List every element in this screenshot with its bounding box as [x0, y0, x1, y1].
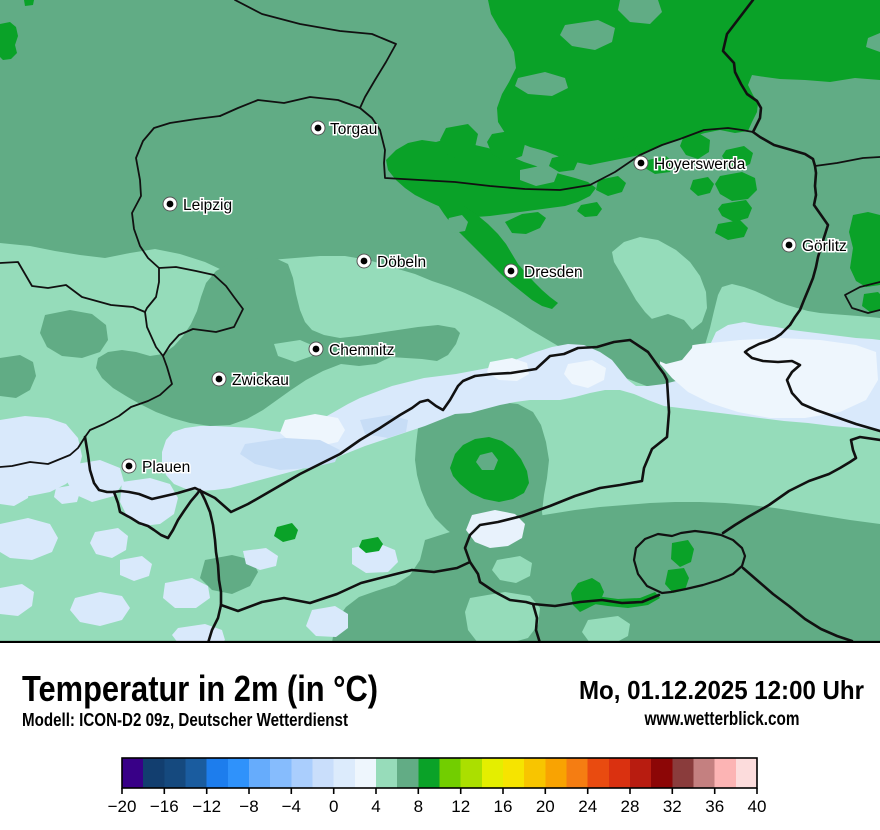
svg-text:Döbeln: Döbeln — [377, 254, 426, 271]
svg-text:Zwickau: Zwickau — [232, 372, 289, 389]
svg-text:−16: −16 — [150, 797, 179, 816]
svg-text:36: 36 — [705, 797, 724, 816]
svg-text:Plauen: Plauen — [142, 459, 190, 476]
svg-text:24: 24 — [578, 797, 597, 816]
svg-text:−12: −12 — [192, 797, 221, 816]
svg-text:20: 20 — [536, 797, 555, 816]
svg-text:Leipzig: Leipzig — [183, 197, 232, 214]
svg-text:40: 40 — [748, 797, 767, 816]
svg-text:12: 12 — [451, 797, 470, 816]
svg-text:16: 16 — [494, 797, 513, 816]
svg-text:www.wetterblick.com: www.wetterblick.com — [644, 709, 800, 730]
svg-text:28: 28 — [621, 797, 640, 816]
svg-text:−8: −8 — [239, 797, 258, 816]
svg-text:Görlitz: Görlitz — [802, 238, 847, 255]
svg-text:Modell: ICON-D2 09z, Deutscher: Modell: ICON-D2 09z, Deutscher Wetterdie… — [22, 710, 348, 730]
svg-text:Dresden: Dresden — [524, 264, 583, 281]
svg-text:Torgau: Torgau — [330, 121, 377, 138]
svg-text:Chemnitz: Chemnitz — [329, 342, 394, 359]
svg-text:Hoyerswerda: Hoyerswerda — [654, 156, 746, 173]
svg-text:−4: −4 — [282, 797, 301, 816]
svg-text:8: 8 — [414, 797, 423, 816]
svg-text:Temperatur in 2m (in °C): Temperatur in 2m (in °C) — [22, 668, 378, 709]
svg-text:4: 4 — [371, 797, 380, 816]
svg-text:Mo, 01.12.2025 12:00 Uhr: Mo, 01.12.2025 12:00 Uhr — [579, 675, 864, 705]
svg-text:0: 0 — [329, 797, 338, 816]
svg-text:32: 32 — [663, 797, 682, 816]
svg-text:−20: −20 — [108, 797, 137, 816]
